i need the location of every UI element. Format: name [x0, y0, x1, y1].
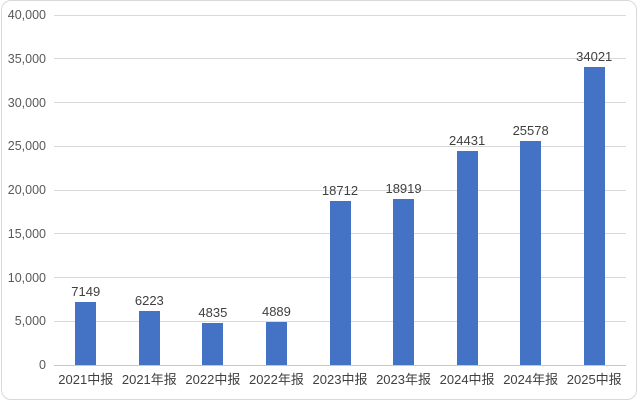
y-tick-label: 30,000 [7, 95, 46, 110]
x-tick-label: 2023中报 [312, 372, 368, 387]
data-label: 6223 [134, 292, 164, 308]
data-label: 18919 [385, 181, 422, 197]
bar-2024年报 [520, 141, 542, 365]
x-axis-line [54, 364, 626, 366]
x-tick-label: 2021中报 [58, 372, 114, 387]
x-tick-label: 2025中报 [566, 372, 622, 387]
y-tick-label: 25,000 [7, 139, 46, 154]
data-label: 4835 [198, 304, 228, 320]
y-tick-label: 10,000 [7, 270, 46, 285]
x-tick-label: 2022年报 [248, 372, 304, 387]
x-tick-label: 2024中报 [439, 372, 495, 387]
bar-2023中报 [329, 201, 351, 365]
gridline [54, 189, 626, 191]
gridline [54, 145, 626, 147]
y-tick-label: 5,000 [14, 314, 46, 329]
bar-2025中报 [583, 67, 605, 365]
y-tick-label: 0 [39, 358, 46, 372]
bar-2021中报 [75, 302, 97, 365]
data-label: 34021 [576, 49, 613, 65]
y-tick-label: 15,000 [7, 226, 46, 241]
bar-2021年报 [138, 310, 160, 365]
y-tick-label: 35,000 [7, 51, 46, 66]
y-tick-label: 40,000 [7, 8, 46, 22]
gridline [54, 58, 626, 60]
plot-area [54, 14, 626, 366]
x-tick-label: 2024年报 [503, 372, 559, 387]
bar-2024中报 [456, 151, 478, 365]
y-tick-label: 20,000 [7, 183, 46, 197]
gridline [54, 102, 626, 103]
bar-2022年报 [265, 322, 287, 365]
data-label: 4889 [261, 304, 291, 320]
x-tick-label: 2021年报 [121, 372, 177, 387]
gridline [54, 14, 626, 16]
data-label: 25578 [512, 123, 549, 139]
data-label: 24431 [449, 133, 486, 149]
data-label: 7149 [71, 284, 101, 300]
bar-2023年报 [393, 199, 415, 365]
x-tick-label: 2023年报 [376, 372, 431, 387]
x-tick-label: 2022中报 [185, 372, 241, 387]
data-label: 18712 [321, 183, 359, 199]
bar-2022中报 [202, 322, 224, 365]
